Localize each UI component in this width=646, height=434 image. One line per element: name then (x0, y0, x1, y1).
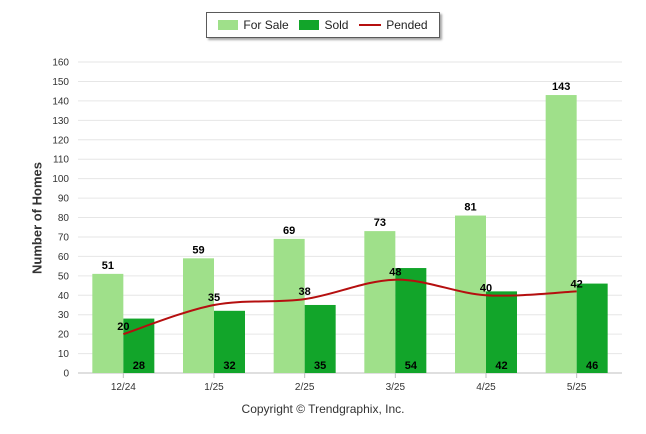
bar-for-sale (545, 95, 577, 373)
y-tick-label: 40 (58, 291, 70, 302)
legend-item-pended[interactable]: Pended (359, 18, 428, 32)
y-tick-label: 0 (63, 369, 69, 380)
y-tick-label: 100 (52, 174, 69, 185)
y-axis-label: Number of Homes (29, 162, 45, 274)
bar-series (92, 95, 608, 373)
data-label-sold: 35 (314, 360, 326, 372)
y-tick-label: 120 (52, 135, 69, 146)
grid-lines (78, 61, 622, 374)
y-tick-label: 60 (58, 252, 70, 263)
pended-series-line (123, 278, 577, 336)
pended-line (123, 278, 577, 336)
x-tick-label: 5/25 (567, 382, 587, 393)
legend-item-sold[interactable]: Sold (299, 18, 348, 32)
y-tick-label: 20 (58, 330, 70, 341)
y-tick-label: 110 (53, 155, 69, 166)
data-label-sold: 42 (495, 360, 507, 372)
y-tick-label: 30 (58, 310, 70, 321)
data-label-sold: 28 (133, 360, 145, 372)
y-tick-label: 50 (58, 271, 70, 282)
legend-swatch-pended (359, 24, 382, 26)
x-tick-label: 3/25 (386, 382, 406, 393)
copyright-text: Copyright © Trendgraphix, Inc. (241, 402, 405, 416)
legend-swatch-for-sale (218, 20, 239, 30)
x-tick-labels: 12/24 1/25 2/25 3/25 4/25 5/25 (111, 373, 587, 393)
x-tick-label: 12/24 (111, 382, 136, 393)
bar-for-sale (364, 231, 396, 373)
y-tick-labels: 0 10 20 30 40 50 60 70 80 90 100 110 120 130 140 150 160 (52, 58, 69, 380)
data-label-for-sale: 81 (464, 202, 476, 214)
bar-sold (576, 283, 608, 373)
y-tick-label: 160 (52, 58, 69, 69)
chart-legend: For Sale Sold Pended (206, 12, 440, 38)
legend-swatch-sold (299, 20, 320, 30)
data-label-for-sale: 59 (192, 244, 204, 256)
bar-sold (214, 310, 245, 373)
legend-item-for-sale[interactable]: For Sale (218, 18, 289, 32)
y-tick-label: 130 (52, 116, 69, 127)
data-label-pended: 42 (571, 278, 583, 290)
x-tick-label: 4/25 (476, 382, 496, 393)
y-tick-label: 10 (58, 349, 70, 360)
data-label-for-sale: 51 (102, 260, 114, 272)
y-tick-label: 140 (52, 96, 69, 107)
data-label-pended: 38 (299, 286, 311, 298)
bar-sold (486, 291, 517, 373)
bar-for-sale (183, 258, 214, 373)
data-label-pended: 40 (480, 282, 492, 294)
bar-sold (304, 304, 336, 373)
data-label-for-sale: 73 (374, 217, 386, 229)
bar-sold (395, 268, 427, 373)
data-label-for-sale: 69 (283, 225, 295, 237)
data-label-pended: 20 (117, 321, 129, 333)
data-label-for-sale: 143 (552, 81, 570, 93)
data-label-sold: 54 (405, 360, 418, 372)
bar-for-sale (92, 273, 124, 373)
y-tick-label: 80 (58, 213, 70, 224)
data-label-pended: 35 (208, 292, 220, 304)
legend-label-for-sale: For Sale (243, 18, 289, 32)
y-tick-label: 70 (58, 232, 70, 243)
bar-for-sale (273, 238, 305, 373)
legend-label-pended: Pended (386, 18, 428, 32)
legend-label-sold: Sold (324, 18, 349, 32)
data-label-sold: 32 (223, 360, 235, 372)
data-label-pended: 48 (389, 267, 401, 279)
data-label-sold: 46 (586, 360, 598, 372)
x-tick-label: 2/25 (295, 382, 315, 393)
data-labels: 51 28 59 32 69 35 73 54 81 42 143 46 20 35 38 48 40 42 (102, 81, 599, 372)
y-tick-label: 90 (58, 194, 70, 205)
y-tick-label: 150 (52, 77, 69, 88)
x-tick-label: 1/25 (204, 382, 224, 393)
